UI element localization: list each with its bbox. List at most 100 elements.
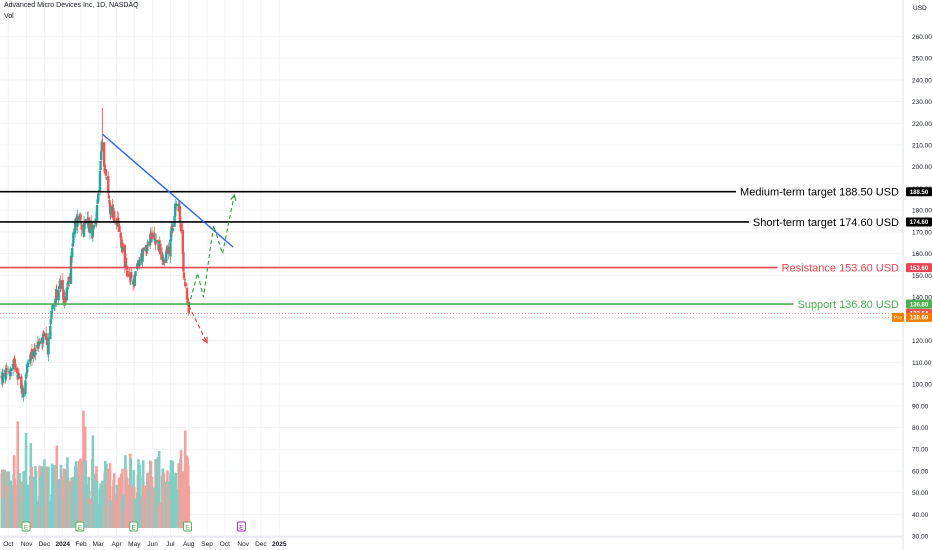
candle-body bbox=[20, 376, 23, 389]
candle-body bbox=[181, 229, 185, 255]
candle-body bbox=[98, 171, 102, 192]
pre-market-tag bbox=[906, 312, 932, 322]
candle-body bbox=[59, 282, 63, 289]
level-price-tag bbox=[906, 263, 932, 273]
volume-bar bbox=[55, 445, 59, 528]
price-tick-label: 50.00 bbox=[912, 490, 929, 497]
forecast-arrows[interactable] bbox=[188, 193, 237, 344]
candle-body bbox=[123, 245, 127, 267]
candle-body bbox=[66, 286, 69, 290]
candle-body bbox=[175, 204, 179, 205]
candle-body bbox=[68, 276, 71, 282]
trendline[interactable] bbox=[101, 133, 234, 248]
volume-bar bbox=[108, 463, 112, 528]
candle-body bbox=[49, 319, 53, 325]
volume-bar bbox=[138, 464, 141, 528]
price-tick-label: 200.00 bbox=[912, 164, 932, 171]
level-label: Short-term target 174.60 USD bbox=[753, 217, 899, 229]
candle-body bbox=[25, 372, 28, 374]
candle-body bbox=[99, 151, 103, 161]
candle-body bbox=[145, 249, 148, 254]
candle-body bbox=[141, 249, 144, 262]
trendline-layer[interactable] bbox=[101, 133, 234, 248]
pre-market-badge bbox=[892, 312, 904, 322]
candle-body bbox=[71, 243, 74, 247]
level-price-tag-text: 188.50 bbox=[910, 190, 929, 196]
candle-body bbox=[165, 250, 168, 263]
price-tick-label: 210.00 bbox=[912, 143, 932, 150]
candle-body bbox=[167, 246, 170, 255]
time-tick-label: Oct bbox=[220, 541, 230, 548]
candle-body bbox=[104, 169, 108, 176]
time-tick-label: Sep bbox=[201, 541, 213, 548]
candle-body bbox=[130, 271, 133, 279]
candle-body bbox=[26, 364, 29, 372]
candle-body bbox=[112, 211, 116, 221]
time-tick-label: May bbox=[128, 541, 141, 548]
candle-body bbox=[169, 239, 172, 257]
level-price-tag-text: 174.60 bbox=[910, 220, 929, 226]
price-tick-label: 150.00 bbox=[912, 273, 932, 280]
candle-body bbox=[72, 232, 75, 244]
candle-body bbox=[32, 349, 35, 357]
candle-body bbox=[44, 333, 48, 340]
volume-bar bbox=[84, 460, 88, 528]
candle-body bbox=[163, 261, 166, 263]
forecast-down-arrowhead bbox=[202, 336, 208, 344]
earnings-marker[interactable] bbox=[21, 521, 31, 532]
volume-bar bbox=[26, 484, 30, 528]
candle-body bbox=[160, 253, 164, 260]
volume-bar bbox=[187, 486, 191, 528]
candle-body bbox=[90, 220, 93, 229]
volume-bar bbox=[59, 464, 63, 528]
candle-body bbox=[178, 206, 182, 222]
candle-body bbox=[17, 374, 20, 378]
time-axis[interactable]: Oct Nov Dec 2024 Feb Mar Apr May Jun Jul Aug Sep Oct… bbox=[3, 541, 287, 548]
earnings-marker[interactable] bbox=[75, 521, 85, 532]
price-tick-label: 220.00 bbox=[912, 121, 932, 128]
candle-body bbox=[178, 203, 181, 209]
volume-bar bbox=[179, 450, 183, 528]
volume-bar bbox=[30, 466, 34, 528]
volume-bar bbox=[76, 468, 79, 528]
candle-body bbox=[162, 258, 165, 261]
price-tick-label: 260.00 bbox=[912, 34, 932, 41]
candle-body bbox=[24, 374, 28, 378]
volume-bar bbox=[43, 459, 46, 528]
candle-body bbox=[37, 342, 41, 347]
volume-bar bbox=[51, 472, 54, 528]
volume-bar bbox=[130, 484, 133, 528]
forecast-up-path[interactable] bbox=[188, 194, 235, 306]
candle-body bbox=[63, 296, 67, 303]
candle-body bbox=[179, 223, 183, 232]
earnings-marker[interactable] bbox=[183, 521, 193, 532]
candle-body bbox=[82, 222, 86, 237]
earnings-marker-label: E bbox=[24, 524, 29, 531]
volume-bar bbox=[53, 464, 56, 528]
candle-body bbox=[97, 193, 100, 203]
volume-bar bbox=[150, 476, 154, 528]
candle-body bbox=[53, 305, 56, 307]
volume-bar bbox=[1, 498, 5, 528]
volume-bar bbox=[113, 494, 117, 528]
horizontal-levels[interactable]: Medium-term target 188.50 USD Short-term … bbox=[0, 185, 904, 318]
candle-body bbox=[127, 274, 131, 276]
candle-body bbox=[117, 223, 121, 232]
candle-body bbox=[28, 359, 31, 362]
volume-bar bbox=[167, 483, 170, 528]
candle-body bbox=[88, 222, 92, 234]
candle-body bbox=[61, 279, 64, 290]
candle-body bbox=[57, 290, 60, 301]
volume-bar bbox=[88, 504, 92, 528]
candle-body bbox=[182, 251, 185, 272]
earnings-marker[interactable] bbox=[129, 521, 139, 532]
time-tick-label: Oct bbox=[3, 541, 13, 548]
earnings-marker-label: E bbox=[239, 524, 244, 531]
earnings-marker[interactable] bbox=[236, 521, 246, 532]
level-label: Support 136.80 USD bbox=[797, 299, 899, 311]
level-price-tag-text: 153.60 bbox=[910, 266, 929, 272]
time-tick-label: Dec bbox=[39, 541, 51, 548]
level-label-bg bbox=[736, 185, 904, 200]
